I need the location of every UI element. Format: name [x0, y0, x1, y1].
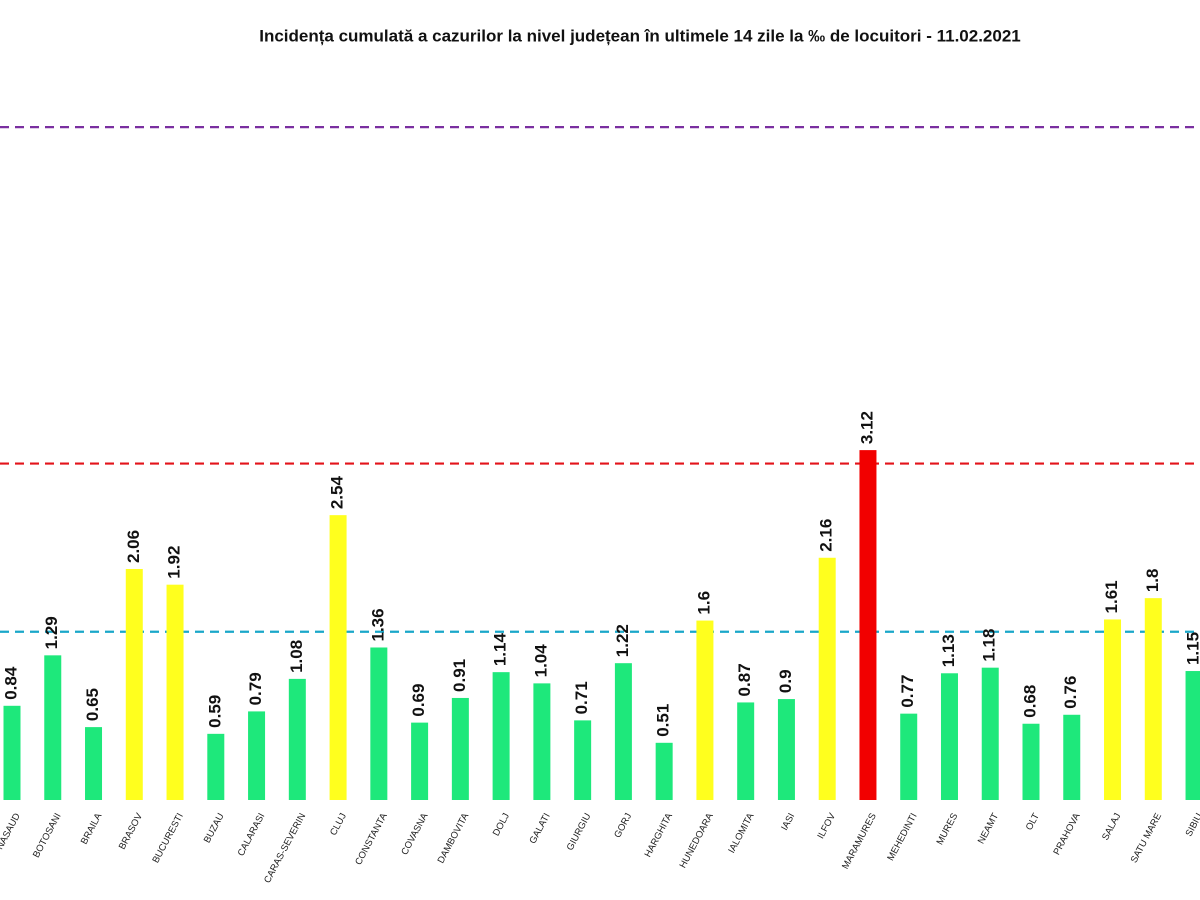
bar [44, 655, 62, 800]
x-tick-label: BRASOV [117, 811, 146, 852]
data-label: 0.79 [246, 672, 265, 705]
bar [737, 702, 755, 800]
x-tick-label: NEAMT [976, 811, 1001, 846]
x-tick-label: HARGHITA [643, 811, 676, 859]
data-label: 2.54 [328, 476, 347, 510]
data-label: 1.36 [368, 608, 387, 641]
data-label: 0.77 [898, 675, 917, 708]
bar [248, 711, 266, 800]
data-label: 1.61 [1102, 580, 1121, 613]
bar [900, 713, 918, 800]
data-label: 0.69 [409, 684, 428, 717]
x-tick-label: MURES [935, 811, 961, 846]
chart-title: Incidența cumulată a cazurilor la nivel … [259, 26, 1021, 45]
bar [859, 450, 877, 800]
bar [1185, 671, 1200, 800]
bar [451, 697, 469, 800]
x-tick-label: GIURGIU [565, 811, 594, 852]
x-tick-label: CARAS-SEVERIN [262, 811, 308, 885]
bar [1022, 723, 1040, 800]
bar [777, 699, 795, 800]
data-label: 1.04 [531, 644, 550, 678]
x-tick-label: BISTRITA-NASAUD [0, 811, 23, 891]
x-tick-label: SATU MARE [1129, 811, 1164, 864]
data-label: 1.29 [42, 616, 61, 649]
bar [940, 673, 958, 800]
data-label: 1.15 [1184, 632, 1200, 665]
data-label: 0.65 [83, 688, 102, 721]
data-label: 1.18 [980, 629, 999, 662]
bar [492, 672, 510, 800]
data-label: 1.08 [287, 640, 306, 673]
bar [1104, 619, 1122, 800]
data-label: 0.68 [1020, 685, 1039, 718]
data-label: 1.6 [694, 591, 713, 615]
bar [85, 727, 103, 800]
bar [3, 705, 21, 800]
bar [329, 515, 347, 800]
data-label: 2.06 [124, 530, 143, 563]
x-tick-label: DOLJ [491, 811, 512, 838]
x-tick-label: PRAHOVA [1051, 811, 1083, 857]
data-label: 0.76 [1061, 676, 1080, 709]
x-tick-label: BUCURESTI [150, 811, 185, 865]
data-label: 0.9 [776, 669, 795, 693]
bar [696, 620, 714, 800]
x-tick-label: BRAILA [79, 811, 105, 847]
x-tick-label: ILFOV [815, 811, 838, 841]
x-tick-label: MARAMURES [840, 811, 879, 871]
bar [166, 584, 184, 800]
x-tick-label: CALARASI [236, 811, 268, 858]
data-label: 0.91 [450, 659, 469, 692]
bar [818, 557, 836, 800]
x-tick-label: SALAJ [1100, 811, 1123, 842]
x-tick-label: SIBIU [1184, 811, 1200, 838]
x-tick-label: GALATI [528, 811, 553, 845]
x-tick-label: IALOMITA [726, 811, 757, 855]
bar [574, 720, 592, 800]
bar [125, 568, 143, 800]
x-tick-label: IASI [779, 811, 797, 832]
x-tick-label: OLT [1024, 811, 1042, 832]
bar [370, 647, 388, 800]
data-label: 1.92 [165, 546, 184, 579]
bar [1144, 598, 1162, 800]
x-tick-label: DAMBOVITA [436, 811, 472, 866]
x-tick-label: HUNEDOARA [678, 811, 717, 870]
x-tick-label: CLUJ [328, 811, 349, 837]
x-tick-label: COVASNA [399, 811, 431, 857]
data-label: 3.12 [857, 411, 876, 444]
data-label: 0.87 [735, 663, 754, 696]
bar [207, 733, 225, 800]
x-tick-label: MEHEDINTI [885, 811, 919, 862]
data-label: 2.16 [817, 519, 836, 552]
bar [614, 663, 632, 800]
data-label: 1.22 [613, 624, 632, 657]
x-tick-label: GORJ [612, 811, 634, 840]
data-label: 0.84 [1, 666, 20, 700]
data-label: 1.14 [491, 633, 510, 667]
bar [288, 678, 306, 800]
bar [981, 667, 999, 800]
data-label: 0.71 [572, 681, 591, 714]
x-tick-label: CONSTANTA [353, 811, 390, 867]
bar [1063, 714, 1081, 800]
data-label: 0.51 [654, 704, 673, 737]
bar [655, 742, 673, 800]
bar [533, 683, 551, 800]
x-tick-label: BUZAU [202, 811, 227, 845]
data-label: 1.8 [1143, 569, 1162, 593]
bar [411, 722, 429, 800]
x-tick-label: BOTOSANI [31, 811, 64, 859]
data-label: 1.13 [939, 634, 958, 667]
data-label: 0.59 [205, 695, 224, 728]
